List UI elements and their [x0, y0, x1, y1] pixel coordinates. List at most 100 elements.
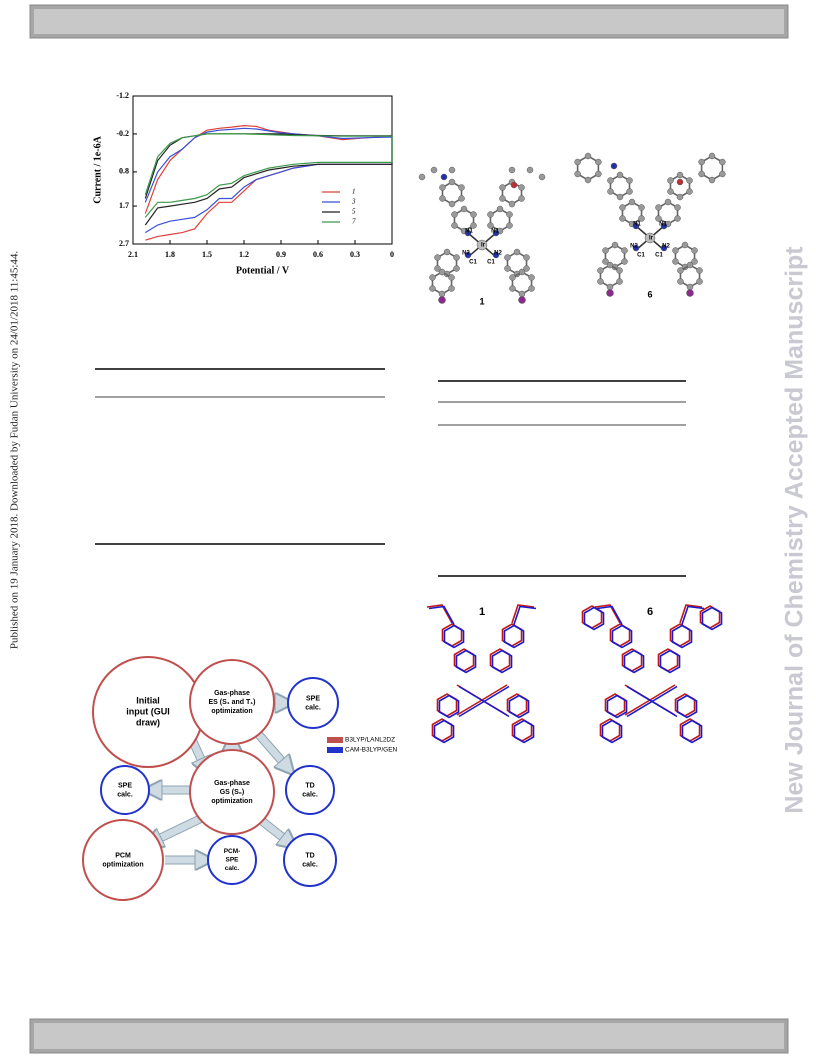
atom: [418, 173, 426, 181]
atom: [606, 283, 614, 291]
atom: [508, 200, 516, 208]
atom-label: C1: [469, 260, 477, 266]
atom: [681, 241, 689, 249]
atom: [607, 188, 614, 195]
overlay-bond: [428, 605, 537, 718]
atom: [438, 296, 446, 304]
flow-node-label: Gas-phase: [214, 780, 250, 787]
atom: [655, 215, 662, 222]
atom: [584, 176, 592, 184]
atom: [451, 222, 458, 229]
atom: [443, 248, 451, 256]
flow-node-label: Initial: [136, 695, 160, 705]
overlay-ring: [623, 649, 645, 674]
atom: [676, 178, 684, 186]
atom: [621, 247, 628, 254]
flow-node-label: calc.: [302, 861, 318, 868]
atom: [523, 254, 530, 261]
overlay-ring: [513, 719, 535, 744]
x-tick-label: 1.2: [239, 250, 249, 259]
atom-label: N1: [659, 222, 667, 228]
overlay-bond: [596, 605, 705, 718]
atom: [606, 289, 614, 297]
legend-swatch: [327, 747, 343, 753]
atom: [451, 211, 458, 218]
atom: [676, 171, 684, 179]
atom-label: C1: [655, 253, 663, 259]
atom: [506, 222, 513, 229]
atom: [719, 158, 726, 166]
atom: [602, 258, 609, 265]
atom: [607, 177, 614, 184]
x-tick-label: 0.3: [350, 250, 360, 259]
plot-frame: [132, 95, 393, 245]
ring: [700, 155, 724, 181]
atom-label: N2: [462, 251, 470, 257]
x-tick-label: 1.5: [202, 250, 212, 259]
legend-label: 3: [351, 198, 356, 206]
ring: [599, 264, 621, 288]
atom-label: N1: [465, 229, 473, 235]
atom: [674, 215, 681, 222]
overlay-ring: [701, 606, 723, 631]
structures-figure: N1 N1 N2 N2 C1 C1 Ir 1 N1 N1 N2 N2 C1 C1 Ir 6: [418, 152, 726, 306]
ring: [511, 271, 533, 295]
atom: [492, 251, 500, 259]
atom: [676, 193, 684, 201]
atom-label: N1: [633, 222, 641, 228]
atom: [496, 205, 504, 213]
atom: [526, 166, 534, 174]
overlay-label: 6: [647, 606, 653, 618]
flow-node-label: SPE: [118, 782, 132, 789]
x-tick-label: 2.1: [128, 250, 138, 259]
atom: [667, 177, 674, 184]
atom: [453, 265, 460, 272]
atom: [510, 181, 518, 189]
atom: [698, 158, 705, 166]
atom: [518, 268, 526, 276]
legend-label: CAM-B3LYP/GEN: [345, 747, 398, 754]
atom: [708, 176, 716, 184]
overlay-bond: [594, 604, 703, 716]
atom: [628, 198, 636, 206]
overlay-ring: [508, 694, 530, 719]
atom: [686, 188, 693, 195]
atom: [518, 184, 525, 191]
legend-swatch: [327, 737, 343, 743]
atom: [458, 184, 465, 191]
atom: [509, 274, 516, 281]
flow-node: [283, 833, 337, 887]
compound-label: 1: [479, 296, 484, 306]
overlay-bond: [426, 604, 535, 716]
atom: [464, 229, 472, 237]
atom: [686, 177, 693, 184]
overlay-ring: [491, 649, 513, 674]
atom: [499, 184, 506, 191]
atom: [677, 278, 684, 285]
flow-node-label: ES (S₁ and T₁): [208, 699, 255, 706]
atom-label: N2: [662, 244, 670, 250]
watermark: New Journal of Chemistry Accepted Manusc…: [781, 246, 809, 814]
ring: [669, 174, 691, 198]
atom: [429, 285, 436, 292]
legend-label: 1: [352, 188, 356, 196]
atom: [621, 258, 628, 265]
flow-node-label: TD: [305, 782, 314, 789]
flow-node-label: optimization: [211, 708, 252, 715]
atom: [632, 244, 640, 252]
flow-node-label: PCM-: [224, 848, 241, 855]
atom: [434, 254, 441, 261]
ring: [576, 155, 600, 181]
header-bar-inner: [34, 9, 784, 34]
atom: [632, 222, 640, 230]
atom: [691, 258, 698, 265]
overlay-ring: [601, 719, 623, 744]
flow-node-label: calc.: [302, 791, 318, 798]
atom-label: N1: [491, 229, 499, 235]
overlay-ring: [433, 719, 455, 744]
ring: [431, 271, 453, 295]
flow-node-label: input (GUI: [126, 706, 170, 716]
atom: [499, 195, 506, 202]
